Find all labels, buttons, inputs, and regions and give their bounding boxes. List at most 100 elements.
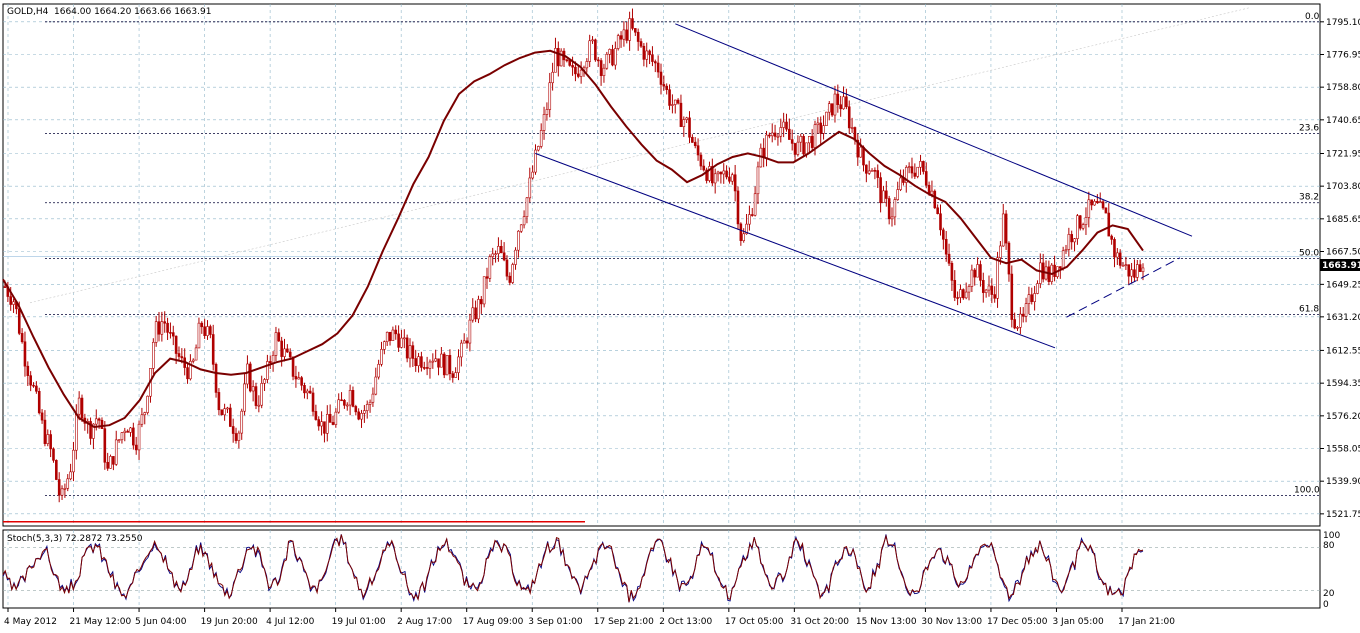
candle-body (291, 356, 295, 377)
candle-body (785, 121, 788, 130)
candle-body (907, 166, 911, 168)
candle-body (608, 49, 611, 55)
candle-body (17, 308, 21, 334)
candle-body (351, 390, 355, 407)
candle-body (1113, 239, 1116, 258)
candle-body (414, 358, 418, 367)
candle-body (109, 456, 112, 469)
candle-body (545, 109, 549, 115)
candle-body (220, 409, 224, 416)
candle-body (451, 373, 455, 378)
candle-body (725, 170, 728, 178)
candle-body (1053, 264, 1056, 277)
time-axis: 4 May 2012 21 May 12:00 5 Jun 04:00 19 Jun … (4, 608, 1175, 627)
candle-body (266, 361, 269, 380)
candle-body (55, 460, 58, 480)
candle-body (705, 169, 708, 181)
candle-body (35, 385, 38, 392)
candle-body (885, 190, 888, 199)
candle-body (480, 299, 483, 305)
candle-body (845, 96, 848, 108)
candle-body (887, 198, 891, 220)
ohlc-label: 1664.00 1664.20 1663.66 1663.91 (54, 7, 211, 17)
candle-body (248, 363, 252, 392)
candle-body (656, 62, 660, 73)
fib-level-label: 23.6 (1299, 124, 1319, 134)
candle-body (534, 149, 537, 173)
candle-body (440, 353, 443, 368)
price-tick-label: 1758.80 (1326, 83, 1360, 93)
candle-body (454, 372, 457, 378)
candle-body (693, 142, 697, 146)
candle-body (502, 252, 506, 261)
candle-body (277, 332, 281, 342)
stoch-label: Stoch(5,3,3) 72.2872 73.2550 (7, 534, 143, 544)
candle-body (1061, 250, 1065, 269)
candle-body (756, 166, 760, 195)
candle-body (354, 406, 358, 413)
candle-body (805, 142, 808, 155)
candle-body (243, 383, 246, 412)
candle-body (910, 166, 914, 174)
stoch-panel[interactable] (2, 529, 1321, 609)
fib-level-label: 0.0 (1305, 12, 1320, 22)
candle-body (625, 29, 629, 41)
candle-body (491, 253, 495, 257)
price-panel[interactable] (2, 3, 1321, 527)
candle-body (1016, 327, 1019, 329)
candle-body (431, 360, 435, 363)
candle-body (388, 331, 392, 341)
candle-body (816, 122, 820, 126)
fibonacci-levels: 0.0 23.6 38.2 50.0 61.8 100.0 (3, 12, 1320, 496)
candle-body (460, 342, 463, 358)
candle-body (588, 40, 591, 62)
candle-body (742, 233, 746, 241)
candle-body (271, 355, 275, 364)
candle-body (528, 177, 532, 199)
candle-body (537, 146, 540, 151)
fib-level-label: 50.0 (1299, 249, 1319, 259)
candle-body (240, 410, 244, 434)
candle-body (779, 127, 783, 137)
candle-body (417, 356, 420, 367)
candle-body (320, 421, 323, 427)
candle-body (1039, 262, 1042, 284)
candle-body (337, 399, 340, 413)
candle-body (229, 407, 232, 427)
candle-body (776, 135, 780, 138)
stoch-tick-label: 100 (1323, 531, 1340, 541)
candle-body (799, 136, 803, 143)
candle-body (1027, 294, 1031, 304)
candle-body (808, 136, 811, 144)
candle-body (827, 103, 831, 113)
candle-body (380, 349, 383, 365)
price-tick-label: 1795.10 (1326, 18, 1360, 28)
candle-body (180, 356, 184, 359)
stoch-tick-label: 0 (1323, 600, 1329, 610)
price-tick-label: 1558.05 (1326, 445, 1360, 455)
candle-body (634, 28, 637, 33)
candle-body (306, 390, 309, 394)
candlestick-series (3, 8, 1145, 503)
candle-body (847, 106, 851, 129)
candle-body (1076, 215, 1079, 239)
candle-body (206, 326, 209, 336)
stoch-tick-label: 80 (1323, 541, 1335, 551)
candle-body (422, 367, 426, 369)
candle-body (402, 337, 406, 340)
candle-body (1073, 238, 1076, 243)
candle-body (964, 291, 968, 299)
candle-body (462, 340, 466, 344)
candle-body (933, 190, 937, 209)
candle-body (682, 119, 686, 127)
candle-body (286, 348, 289, 353)
trend-channel[interactable] (3, 23, 1193, 523)
candle-body (893, 199, 897, 218)
candle-body (325, 414, 329, 434)
candle-body (92, 423, 95, 439)
candle-body (343, 400, 346, 406)
candle-body (448, 355, 452, 374)
candle-body (699, 154, 703, 167)
candle-body (488, 256, 492, 279)
